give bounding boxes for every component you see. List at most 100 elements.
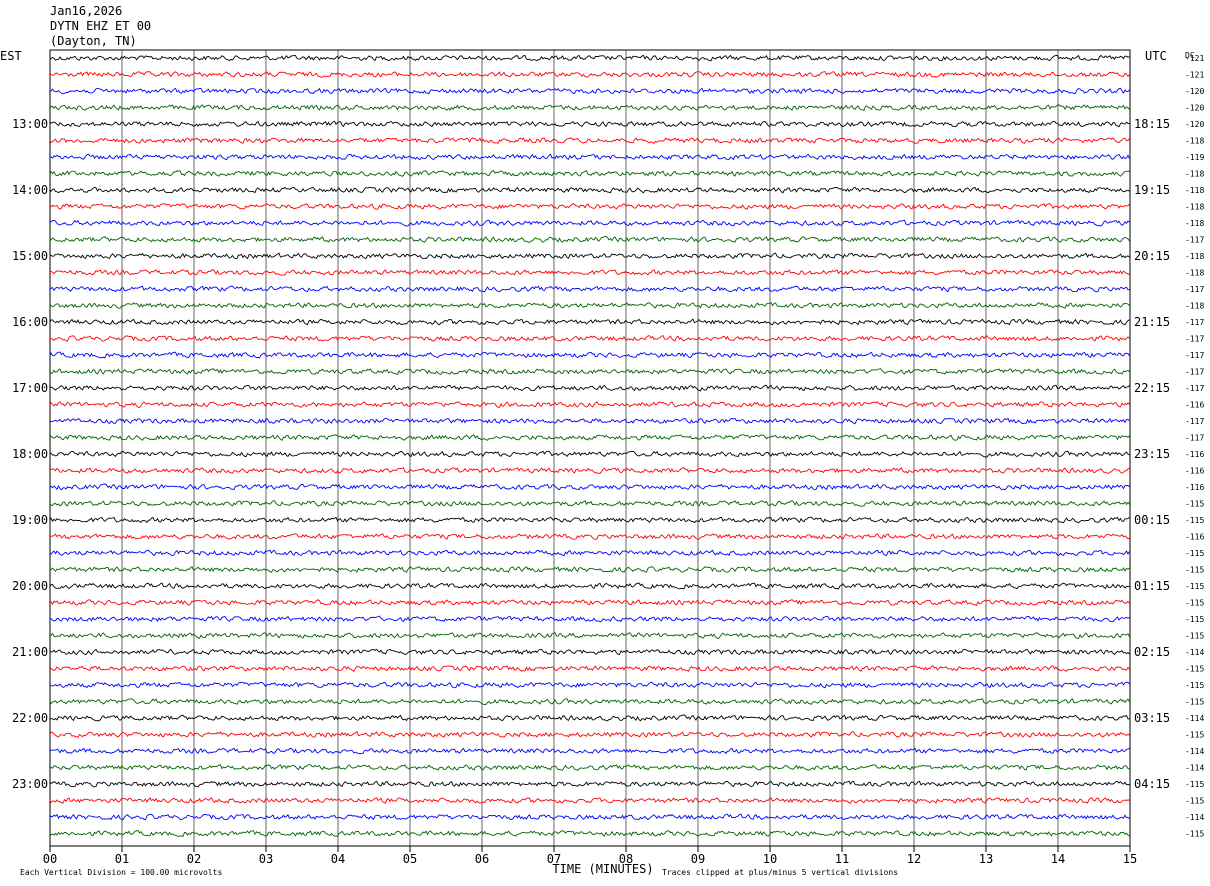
dc-offset-label: -118 — [1185, 186, 1204, 195]
dc-offset-label: -117 — [1185, 384, 1204, 393]
seismic-trace — [49, 797, 1130, 804]
dc-offset-label: -118 — [1185, 137, 1204, 146]
seismic-trace — [49, 780, 1130, 788]
utc-hour-label: 20:15 — [1134, 249, 1170, 263]
seismic-trace — [49, 747, 1130, 755]
seismic-trace — [49, 648, 1130, 656]
x-tick-label: 07 — [547, 852, 561, 866]
seismic-trace — [49, 599, 1130, 606]
seismic-trace — [50, 71, 1130, 78]
seismic-trace — [49, 731, 1130, 738]
seismic-trace — [49, 632, 1130, 640]
x-tick-label: 00 — [43, 852, 57, 866]
dc-offset-label: -117 — [1185, 236, 1204, 245]
dc-offset-label: -118 — [1185, 302, 1204, 311]
dc-offset-label: -114 — [1185, 714, 1204, 723]
dc-offset-label: -120 — [1185, 120, 1204, 129]
est-hour-label: 22:00 — [12, 711, 48, 725]
seismic-trace — [49, 764, 1130, 771]
dc-offset-label: -121 — [1185, 71, 1204, 80]
seismic-trace — [49, 533, 1130, 540]
dc-offset-label: -115 — [1185, 830, 1204, 839]
dc-offset-label: -115 — [1185, 582, 1204, 591]
seismic-trace — [49, 120, 1130, 128]
seismic-trace — [49, 566, 1130, 573]
utc-hour-label: 03:15 — [1134, 711, 1170, 725]
seismic-trace — [49, 582, 1130, 590]
seismic-trace — [49, 384, 1130, 392]
x-tick-label: 12 — [907, 852, 921, 866]
x-tick-label: 13 — [979, 852, 993, 866]
seismic-trace — [49, 252, 1130, 260]
x-tick-label: 04 — [331, 852, 345, 866]
seismic-traces — [49, 54, 1130, 837]
x-tick-label: 08 — [619, 852, 633, 866]
est-hour-label: 15:00 — [12, 249, 48, 263]
dc-offset-label: -118 — [1185, 219, 1204, 228]
x-tick-label: 06 — [475, 852, 489, 866]
seismic-trace — [49, 351, 1130, 359]
dc-label: DC — [1185, 51, 1195, 60]
x-tick-label: 11 — [835, 852, 849, 866]
header-location: (Dayton, TN) — [50, 34, 137, 48]
dc-offset-label: -114 — [1185, 747, 1204, 756]
dc-offset-label: -120 — [1185, 87, 1204, 96]
utc-hour-label: 00:15 — [1134, 513, 1170, 527]
x-tick-label: 14 — [1051, 852, 1065, 866]
dc-offset-label: -117 — [1185, 351, 1204, 360]
dc-offset-label: -115 — [1185, 665, 1204, 674]
seismic-trace — [49, 401, 1130, 409]
plot-frame — [49, 49, 1131, 847]
seismic-trace — [49, 285, 1130, 293]
seismic-trace — [49, 516, 1130, 524]
seismic-trace — [49, 235, 1130, 243]
seismic-trace — [49, 549, 1130, 557]
est-hour-label: 21:00 — [12, 645, 48, 659]
est-hour-label: 14:00 — [12, 183, 48, 197]
dc-offset-label: -114 — [1185, 764, 1204, 773]
dc-offset-label: -117 — [1185, 368, 1204, 377]
dc-offset-label: -115 — [1185, 599, 1204, 608]
utc-hour-label: 21:15 — [1134, 315, 1170, 329]
dc-offset-label: -114 — [1185, 813, 1204, 822]
seismic-trace — [49, 714, 1130, 722]
x-tick-label: 02 — [187, 852, 201, 866]
est-hour-label: 17:00 — [12, 381, 48, 395]
seismic-trace — [49, 170, 1130, 177]
footer-right-note: Traces clipped at plus/minus 5 vertical … — [662, 868, 898, 877]
x-tick-label: 15 — [1123, 852, 1137, 866]
header-date: Jan16,2026 — [50, 4, 123, 18]
est-hour-label: 19:00 — [12, 513, 48, 527]
seismic-trace — [49, 302, 1130, 309]
seismic-trace — [49, 203, 1130, 210]
dc-offset-label: -115 — [1185, 615, 1204, 624]
dc-offset-label: -114 — [1185, 648, 1204, 657]
dc-offset-label: -117 — [1185, 335, 1204, 344]
seismic-trace — [49, 417, 1130, 425]
dc-offset-label: -121 — [1185, 54, 1204, 63]
dc-offset-label: -117 — [1185, 285, 1204, 294]
dc-offset-label: -117 — [1185, 318, 1204, 327]
dc-offset-label: -115 — [1185, 698, 1204, 707]
est-hour-label: 16:00 — [12, 315, 48, 329]
seismic-trace — [49, 500, 1130, 507]
seismic-trace — [49, 681, 1130, 689]
dc-offset-label: -116 — [1185, 401, 1204, 410]
utc-hour-label: 22:15 — [1134, 381, 1170, 395]
dc-offset-label: -115 — [1185, 731, 1204, 740]
dc-offset-label: -118 — [1185, 203, 1204, 212]
utc-hour-label: 01:15 — [1134, 579, 1170, 593]
dc-offset-label: -115 — [1185, 780, 1204, 789]
utc-hour-label: 18:15 — [1134, 117, 1170, 131]
axis-labels: 00 01 02 03 04 05 06 07 08 09 10 11 12 13 14 15 -121 -121… — [12, 54, 1204, 866]
seismic-trace — [49, 54, 1130, 62]
header-station: DYTN EHZ ET 00 — [50, 19, 152, 33]
seismic-trace — [49, 813, 1130, 821]
seismic-trace — [49, 87, 1130, 95]
seismic-trace — [49, 335, 1130, 342]
utc-axis-label: UTC — [1145, 49, 1167, 63]
x-axis-title: TIME (MINUTES) — [552, 862, 653, 876]
est-hour-label: 23:00 — [12, 777, 48, 791]
dc-offset-label: -115 — [1185, 500, 1204, 509]
